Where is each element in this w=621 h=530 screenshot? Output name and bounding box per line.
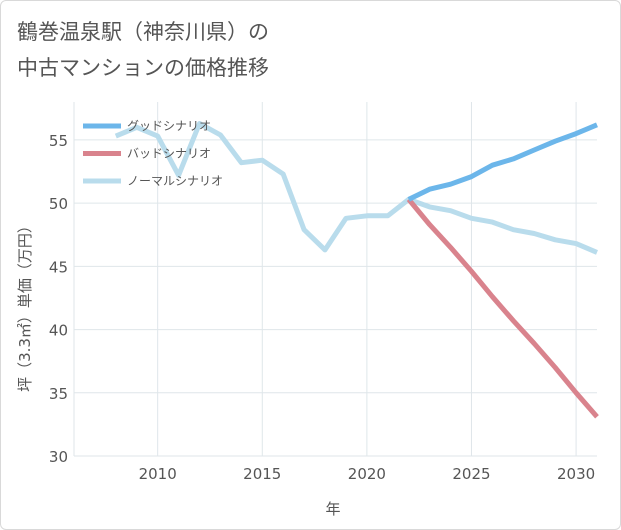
legend-label-normal: ノーマルシナリオ: [127, 174, 223, 188]
series-line-good: [407, 122, 598, 202]
y-tick-labels: 30 35 40 45 50 55: [49, 132, 68, 466]
series-lines: [114, 121, 599, 419]
title-line-1: 鶴巻温泉駅（神奈川県）の: [17, 20, 269, 44]
chart-title: 鶴巻温泉駅（神奈川県）の 中古マンションの価格推移: [17, 14, 269, 86]
y-tick-label: 30: [49, 448, 68, 466]
y-tick-label: 50: [49, 195, 68, 213]
x-tick-label: 2030: [557, 465, 595, 483]
y-tick-label: 45: [49, 258, 68, 276]
y-axis-label: 坪（3.3㎡）単価（万円）: [16, 218, 34, 392]
series-line-normal: [114, 121, 598, 255]
y-tick-label: 55: [49, 132, 68, 150]
title-line-2: 中古マンションの価格推移: [17, 56, 269, 80]
x-tick-label: 2020: [348, 465, 386, 483]
x-axis-label: 年: [325, 500, 340, 518]
x-tick-labels: 2010 2015 2020 2025 2030: [139, 465, 596, 483]
x-tick-label: 2025: [452, 465, 490, 483]
y-tick-label: 40: [49, 322, 68, 340]
x-tick-label: 2010: [139, 465, 177, 483]
y-tick-label: 35: [49, 385, 68, 403]
legend-label-bad: バッドシナリオ: [127, 147, 211, 161]
x-tick-label: 2015: [243, 465, 281, 483]
series-line-bad: [406, 197, 599, 419]
legend-label-good: グッドシナリオ: [127, 119, 211, 133]
